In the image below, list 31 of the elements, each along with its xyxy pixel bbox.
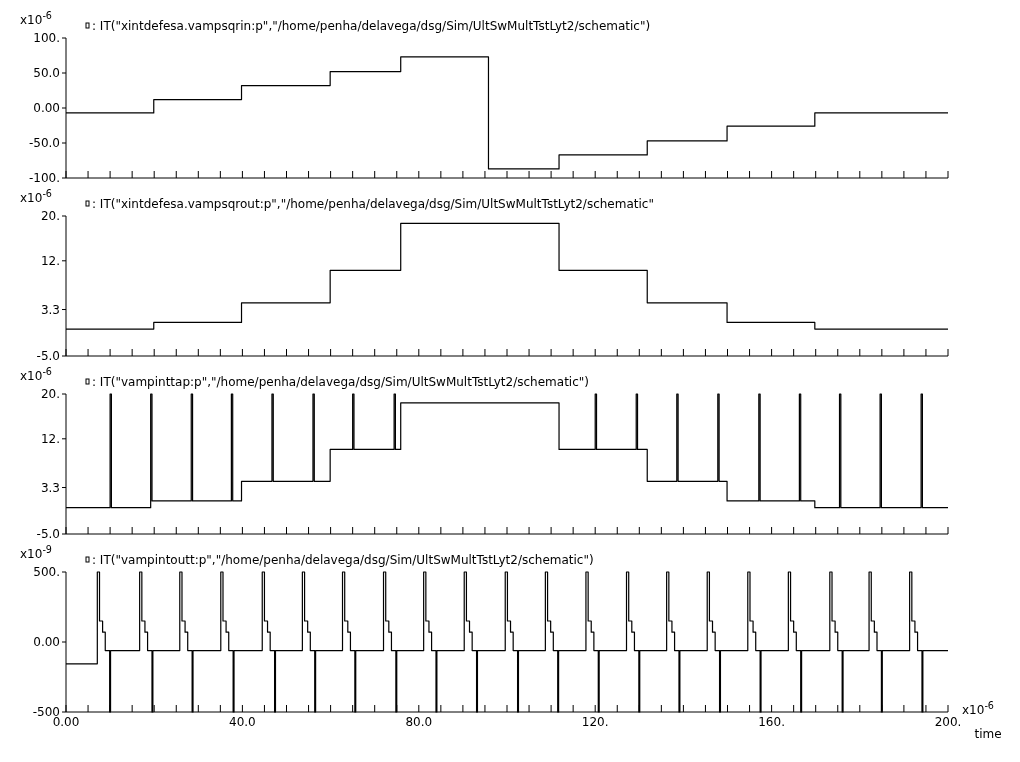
y-tick-label: -5.0 <box>36 349 60 364</box>
legend-label: : IT("xintdefesa.vampsqrout:p","/home/penha/delavega/dsg/Sim/UltSwMultTstLyt2/schematic" <box>92 197 654 211</box>
legend-label: : IT("vampintoutt:p","/home/penha/delavega/dsg/Sim/UltSwMultTstLyt2/schematic") <box>92 553 594 567</box>
y-axis-title: x10$^{-6}$ <box>20 9 52 27</box>
text: x10$^{-6}$ <box>962 699 994 717</box>
x-tick-label: 80.0 <box>405 715 433 729</box>
y-tick-label: 12. <box>40 432 60 446</box>
legend-label: : IT("vampinttap:p","/home/penha/delavega/dsg/Sim/UltSwMultTstLyt2/schematic") <box>92 375 589 389</box>
y-tick-label: -100. <box>28 171 60 186</box>
x-tick-label: 200. <box>934 715 962 729</box>
y-tick-label: 20. <box>40 209 60 224</box>
y-tick-label: 3.3 <box>40 302 60 317</box>
x-tick-label: 120. <box>581 715 609 729</box>
y-tick-label: 20. <box>40 387 60 402</box>
legend-label: : IT("xintdefesa.vampsqrin:p","/home/penha/delavega/dsg/Sim/UltSwMultTstLyt2/schematic") <box>92 19 651 33</box>
y-tick-label: 500. <box>33 565 60 580</box>
y-axis-title: x10$^{-6}$ <box>20 365 52 383</box>
x-axis-title: time <box>974 727 1002 741</box>
y-tick-label: 3.3 <box>40 480 60 495</box>
x-tick-label: 40.0 <box>229 715 256 729</box>
y-tick-label: 0.00 <box>33 101 60 116</box>
y-tick-label: -50.0 <box>28 136 60 151</box>
x-tick-label: 0.00 <box>52 715 80 729</box>
y-axis-title: x10$^{-6}$ <box>20 187 52 205</box>
y-tick-label: 0.00 <box>33 635 60 650</box>
x-tick-label: 160. <box>758 715 785 729</box>
y-tick-label: 50.0 <box>33 66 60 81</box>
y-tick-label: 100. <box>33 31 60 46</box>
y-axis-title: x10$^{-9}$ <box>20 543 52 561</box>
y-tick-label: -5.0 <box>36 527 60 542</box>
y-tick-label: 12. <box>40 254 60 268</box>
